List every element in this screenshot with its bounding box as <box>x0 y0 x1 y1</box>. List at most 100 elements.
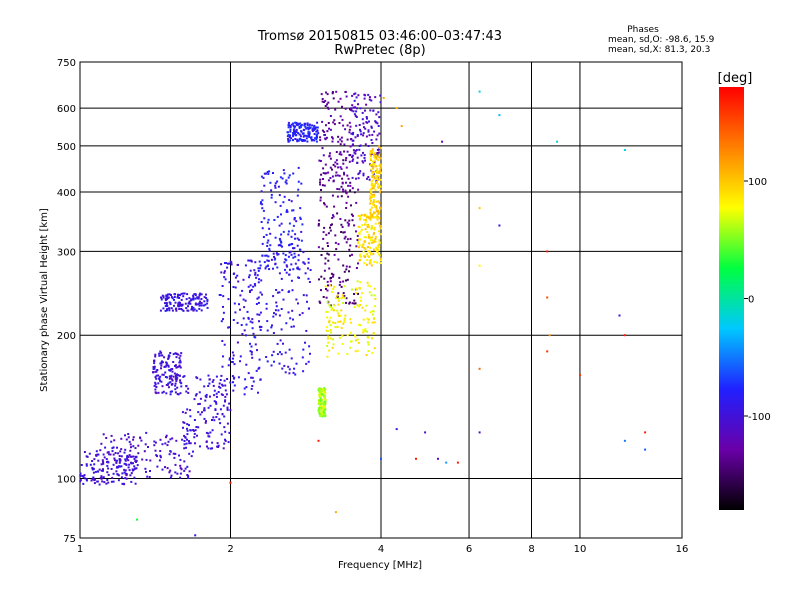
echo-point <box>373 200 375 203</box>
echo-point <box>188 442 191 445</box>
echo-point <box>362 174 365 177</box>
echo-point <box>323 269 326 272</box>
echo-point <box>280 308 283 310</box>
echo-point <box>299 218 302 220</box>
echo-point <box>83 474 86 477</box>
echo-point <box>250 353 253 356</box>
echo-point <box>206 298 209 301</box>
echo-point <box>285 259 288 262</box>
echo-point <box>224 430 227 433</box>
echo-point <box>323 184 326 187</box>
echo-point <box>369 218 372 221</box>
echo-point <box>298 313 301 316</box>
echo-point <box>478 207 481 210</box>
echo-point <box>79 479 82 481</box>
echo-point <box>322 413 325 416</box>
echo-point <box>346 138 349 141</box>
echo-point <box>329 152 331 155</box>
echo-point <box>160 367 162 370</box>
echo-point <box>379 101 382 104</box>
echo-point <box>319 415 322 417</box>
echo-point <box>362 331 365 334</box>
echo-point <box>340 231 343 233</box>
echo-point <box>351 302 354 305</box>
echo-point <box>345 297 348 300</box>
echo-point <box>337 352 340 355</box>
echo-point <box>262 176 265 179</box>
echo-point <box>326 310 329 313</box>
echo-point <box>325 124 327 127</box>
echo-point <box>234 276 237 279</box>
echo-point <box>366 330 368 333</box>
echo-point <box>216 442 219 445</box>
echo-point <box>351 288 354 291</box>
echo-point <box>287 134 290 136</box>
echo-point <box>379 225 382 227</box>
echo-point <box>153 440 156 443</box>
echo-point <box>179 379 182 382</box>
echo-point <box>415 457 417 460</box>
echo-point <box>337 100 340 103</box>
echo-point <box>199 413 202 416</box>
echo-point <box>175 309 178 312</box>
echo-point <box>372 331 375 334</box>
echo-point <box>104 446 107 449</box>
echo-point <box>169 352 172 354</box>
echo-point <box>289 317 292 320</box>
echo-point <box>229 381 232 384</box>
echo-point <box>370 242 373 244</box>
echo-point <box>170 296 173 299</box>
echo-point <box>355 124 358 127</box>
echo-point <box>106 479 109 481</box>
echo-point <box>257 301 260 304</box>
echo-point <box>292 256 295 259</box>
echo-point <box>344 296 347 299</box>
echo-point <box>192 298 195 301</box>
echo-point <box>369 258 372 261</box>
echo-point <box>174 382 177 385</box>
echo-point <box>295 220 298 223</box>
echo-point <box>341 343 344 345</box>
echo-point <box>307 257 310 260</box>
echo-point <box>366 259 369 261</box>
echo-point <box>283 364 286 367</box>
echo-point <box>548 334 551 337</box>
echo-point <box>276 253 279 256</box>
echo-point <box>336 188 339 190</box>
echo-point <box>318 219 321 222</box>
echo-point <box>294 138 297 140</box>
echo-point <box>170 294 172 296</box>
echo-point <box>348 128 351 131</box>
echo-point <box>358 305 360 308</box>
echo-point <box>322 172 325 175</box>
echo-point <box>374 240 377 243</box>
echo-point <box>368 178 371 181</box>
colorbar-gradient <box>719 87 744 510</box>
echo-point <box>225 393 228 396</box>
echo-point <box>306 135 309 138</box>
echo-point <box>110 440 113 443</box>
y-tick-label: 500 <box>57 142 76 153</box>
echo-point <box>349 244 352 247</box>
x-axis-label: Frequency [MHz] <box>338 560 422 571</box>
echo-point <box>366 117 368 120</box>
echo-point <box>273 312 275 315</box>
echo-point <box>343 320 346 323</box>
echo-point <box>166 297 169 300</box>
echo-point <box>354 114 357 117</box>
echo-point <box>315 140 318 143</box>
echo-point <box>378 243 380 246</box>
echo-point <box>365 103 368 106</box>
echo-point <box>199 292 202 295</box>
echo-point <box>319 301 322 304</box>
echo-point <box>309 352 311 355</box>
echo-point <box>378 246 381 249</box>
echo-point <box>300 123 303 126</box>
echo-point <box>158 354 161 357</box>
echo-point <box>342 264 345 267</box>
echo-point <box>317 246 320 249</box>
echo-point <box>352 158 355 161</box>
echo-point <box>371 163 374 166</box>
echo-point <box>357 225 360 228</box>
echo-point <box>99 449 102 452</box>
